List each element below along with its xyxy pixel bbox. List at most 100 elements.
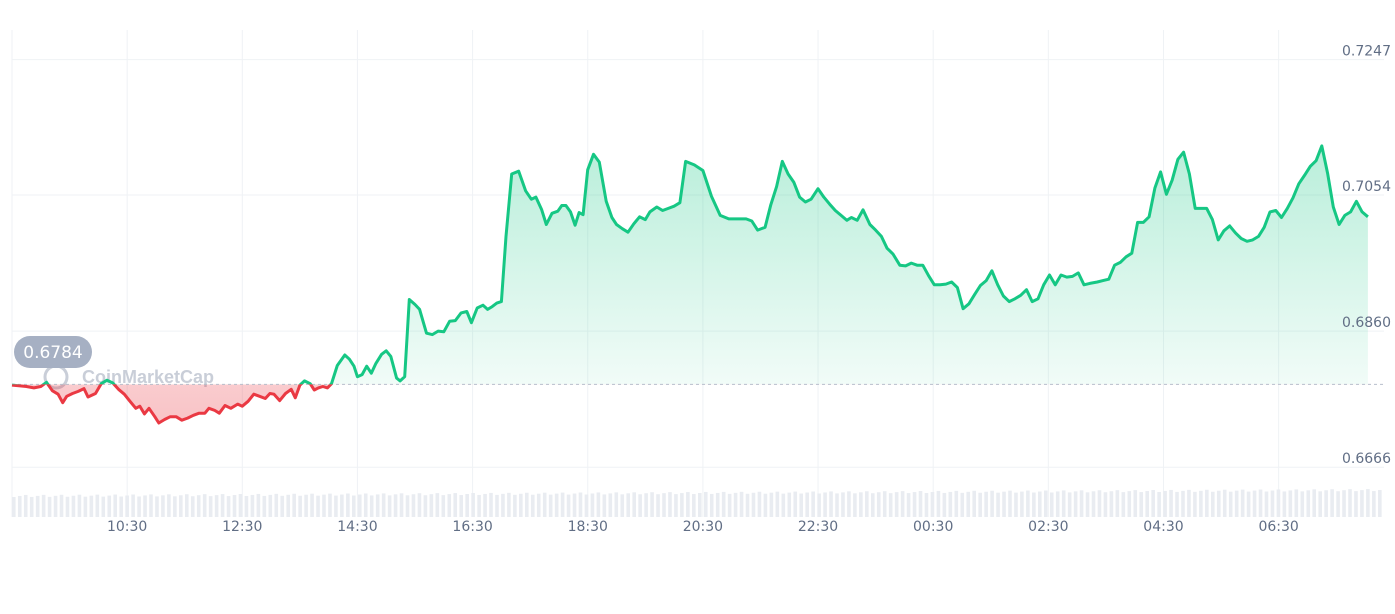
volume-bar <box>775 491 780 517</box>
volume-bar <box>1270 490 1275 517</box>
volume-bar <box>1246 491 1251 517</box>
volume-bar <box>220 494 225 517</box>
volume-bar <box>459 495 463 517</box>
volume-bar <box>888 493 893 517</box>
volume-bar <box>692 494 696 517</box>
volume-bar <box>787 492 792 517</box>
volume-bar <box>256 493 261 517</box>
volume-bar <box>870 493 875 517</box>
volume-bar <box>680 493 684 517</box>
volume-bar <box>202 494 207 517</box>
volume-bar <box>745 493 750 517</box>
volume-bar <box>1067 492 1072 517</box>
volume-bar <box>656 494 660 517</box>
x-tick-label: 04:30 <box>1143 519 1183 535</box>
volume-bar <box>405 495 410 517</box>
volume-bar <box>1342 490 1346 517</box>
volume-bar <box>304 494 308 517</box>
volume-bar <box>399 493 404 517</box>
volume-bar <box>173 496 177 517</box>
volume-bar <box>417 493 422 517</box>
volume-bar <box>638 494 642 517</box>
volume-bar <box>161 495 165 517</box>
volume-bar <box>1216 490 1221 517</box>
volume-bar <box>596 492 601 517</box>
volume-bar <box>1133 490 1138 517</box>
volume-bar <box>1222 489 1227 517</box>
volume-bar <box>865 491 869 517</box>
volume-bar <box>381 493 386 517</box>
volume-bar <box>1187 489 1191 517</box>
volume-bar <box>1294 489 1299 517</box>
volume-bar <box>1330 489 1334 517</box>
volume-bar <box>1288 490 1293 517</box>
x-axis: 10:30 12:30 14:30 16:30 18:30 20:30 22:30 00:30… <box>107 519 1299 535</box>
volume-bar <box>906 493 911 517</box>
volume-bar <box>709 493 714 517</box>
volume-bar <box>1139 492 1144 517</box>
x-tick-label: 14:30 <box>337 519 377 535</box>
volume-bar <box>1360 490 1364 517</box>
volume-bar <box>1026 490 1030 517</box>
volume-bar <box>1318 491 1322 517</box>
volume-bar <box>1312 489 1317 517</box>
volume-bar <box>859 492 863 517</box>
volume-bar <box>238 494 243 517</box>
volume-bar <box>1211 491 1215 517</box>
volume-bar <box>1127 491 1132 517</box>
volume-bar <box>29 496 34 517</box>
volume-bar <box>608 493 613 517</box>
volume-bar <box>662 493 666 517</box>
volume-bar <box>1014 492 1018 517</box>
y-tick-label: 0.7247 <box>1342 44 1391 60</box>
volume-bar <box>155 496 159 517</box>
volume-bar <box>584 494 589 517</box>
volume-bar <box>125 495 129 517</box>
volume-bar <box>632 492 636 517</box>
volume-bar <box>948 491 953 517</box>
volume-bar <box>572 493 577 517</box>
volume-bar <box>674 494 678 517</box>
volume-bar <box>214 495 219 517</box>
volume-bar <box>1115 490 1120 517</box>
volume-bar <box>1121 492 1126 517</box>
volume-bar <box>1038 491 1042 517</box>
volume-bar <box>984 491 988 517</box>
volume-bar <box>280 495 285 517</box>
volume-bar <box>972 490 976 517</box>
price-line <box>11 144 1369 425</box>
volume-bar <box>978 492 982 517</box>
volume-bar <box>1091 491 1096 517</box>
volume-bar <box>17 495 22 517</box>
y-tick-label: 0.7054 <box>1342 179 1391 195</box>
volume-bar <box>703 491 708 517</box>
volume-bar <box>1324 490 1328 517</box>
volume-bar <box>1079 490 1084 517</box>
volume-bar <box>853 493 857 517</box>
volume-bar <box>268 494 273 517</box>
volume-bar <box>966 491 971 517</box>
volume-bar <box>1049 492 1054 517</box>
volume-bar <box>763 493 768 517</box>
volume-bar <box>286 494 290 517</box>
volume-bar <box>960 492 965 517</box>
volume-bar <box>1002 491 1006 517</box>
volume-bar <box>1372 491 1376 517</box>
volume-bar <box>83 496 88 517</box>
volume-bar <box>650 492 654 517</box>
volume-bar <box>733 492 738 517</box>
volume-bar <box>686 492 690 517</box>
volume-bar <box>1306 490 1311 517</box>
volume-bar <box>143 495 147 517</box>
volume-bar <box>429 494 434 517</box>
volume-bar <box>387 495 392 517</box>
volume-bar <box>829 491 833 517</box>
volume-bar <box>996 492 1000 517</box>
volume-bar <box>310 493 314 517</box>
volume-bar <box>1032 492 1036 517</box>
volume-bar <box>1008 490 1012 517</box>
watermark-text: CoinMarketCap <box>82 367 214 387</box>
volume-bar <box>620 494 625 517</box>
volume-bar <box>1181 490 1185 517</box>
